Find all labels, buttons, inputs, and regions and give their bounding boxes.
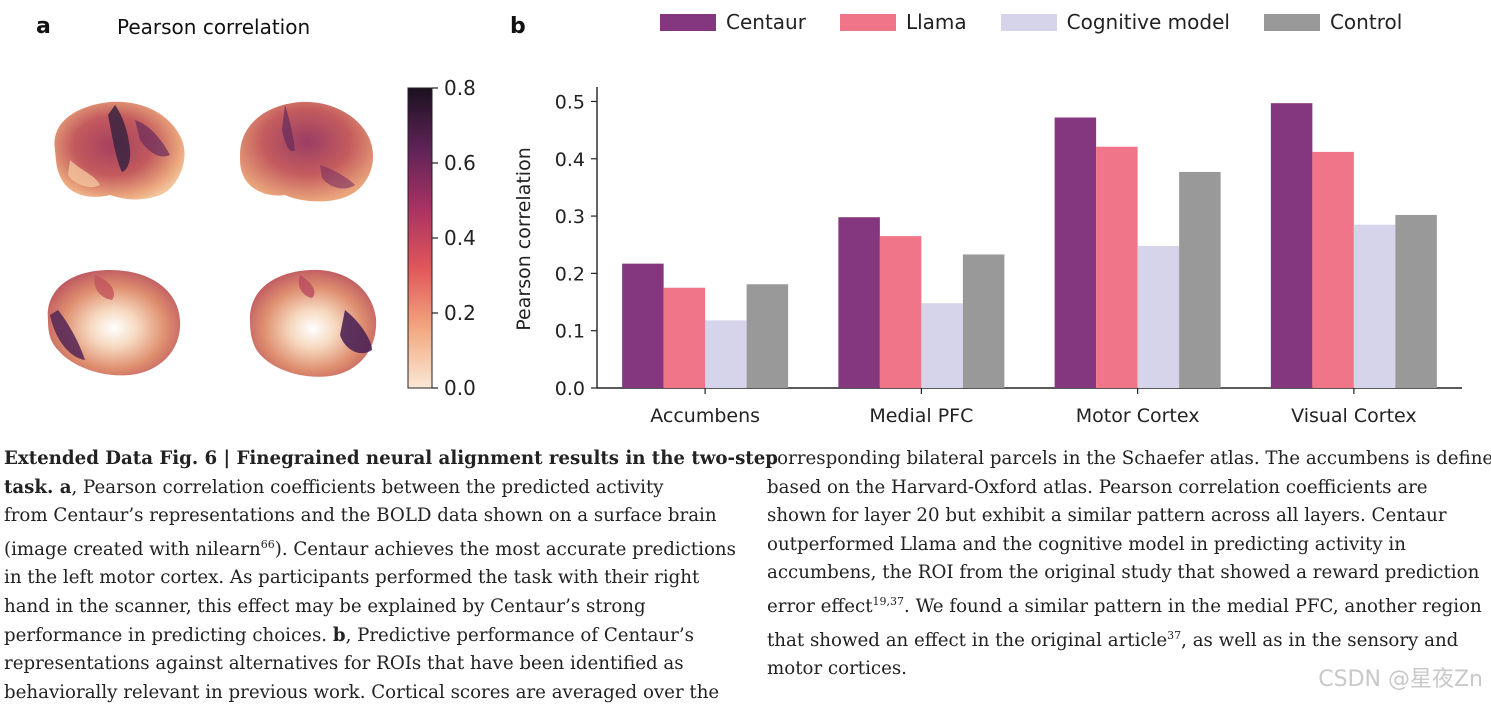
- y-tick-label: 0.2: [555, 263, 585, 285]
- caption-left-line: performance in predicting choices. b, Pr…: [4, 624, 694, 646]
- bar: [663, 287, 706, 388]
- bar: [962, 254, 1005, 388]
- caption-right-line: that showed an effect in the original ar…: [767, 628, 1459, 651]
- caption-left-line: in the left motor cortex. As participant…: [4, 567, 700, 589]
- caption-right-line: error effect19,37. We found a similar pa…: [767, 594, 1482, 618]
- bar: [746, 284, 789, 388]
- colorbar-tick-label: 0.8: [444, 76, 476, 100]
- caption-left-line: (image created with nilearn66). Centaur …: [4, 537, 736, 560]
- x-tick-label: Visual Cortex: [1291, 405, 1417, 427]
- bar: [1096, 146, 1138, 388]
- chart-legend: Centaur Llama Cognitive model Control: [660, 10, 1436, 34]
- panel-a-label: a: [36, 14, 51, 39]
- bar: [879, 236, 922, 388]
- citation-superscript: 37: [1167, 628, 1182, 642]
- bar-chart: 0.0 0.1 0.2 0.3 0.4 0.5 Pearson correlation Acc…: [513, 87, 1462, 427]
- y-tick-label: 0.3: [555, 206, 585, 228]
- brain-surface-maps: 0.0 0.2 0.4 0.6 0.8: [47, 76, 476, 400]
- caption-left-line: behaviorally relevant in previous work. …: [4, 681, 720, 703]
- caption-right-line: outperformed Llama and the cognitive mod…: [767, 533, 1406, 555]
- bar: [1395, 214, 1437, 388]
- caption-right-line: motor cortices.: [767, 658, 907, 680]
- bar: [1312, 151, 1354, 388]
- colorbar-ticks: 0.0 0.2 0.4 0.6 0.8: [432, 76, 476, 400]
- brain-medial-left: [47, 270, 181, 376]
- y-tick-label: 0.1: [555, 321, 585, 343]
- caption-heading: Extended Data Fig. 6 | Finegrained neura…: [4, 448, 778, 469]
- caption-left-line: hand in the scanner, this effect may be …: [4, 596, 646, 618]
- brain-lateral-left: [54, 101, 185, 200]
- panel-b-label: b: [510, 14, 526, 39]
- colorbar-tick-label: 0.6: [444, 151, 476, 175]
- caption-right-line: based on the Harvard-Oxford atlas. Pears…: [767, 476, 1428, 498]
- x-tick-label: Motor Cortex: [1076, 405, 1200, 427]
- bar: [921, 303, 963, 388]
- bar: [1137, 245, 1180, 388]
- x-tick-label: Accumbens: [650, 405, 760, 427]
- bar: [622, 263, 664, 388]
- y-axis-label: Pearson correlation: [513, 147, 535, 330]
- bar: [705, 320, 747, 388]
- bar: [1270, 103, 1313, 388]
- citation-superscript: 66: [260, 537, 275, 551]
- caption-right-line: corresponding bilateral parcels in the S…: [767, 448, 1491, 469]
- panel-a-title: Pearson correlation: [117, 15, 311, 39]
- legend-swatch-centaur: [660, 13, 716, 31]
- watermark: CSDN @星夜Zn: [1318, 667, 1483, 692]
- caption-left-line: from Centaur’s representations and the B…: [4, 505, 717, 527]
- caption-right-column: corresponding bilateral parcels in the S…: [767, 445, 1491, 684]
- brain-medial-right: [249, 269, 377, 377]
- caption-right-line: shown for layer 20 but exhibit a similar…: [767, 505, 1447, 527]
- brain-lateral-right: [240, 101, 374, 202]
- caption-left-line: task. a, Pearson correlation coefficient…: [4, 476, 664, 498]
- legend-item-centaur: Centaur: [660, 10, 806, 34]
- legend-label-centaur: Centaur: [726, 10, 806, 34]
- x-tick-label: Medial PFC: [869, 405, 973, 427]
- bar: [1353, 224, 1396, 388]
- caption-left-column: Extended Data Fig. 6 | Finegrained neura…: [4, 445, 778, 707]
- caption-right-line: accumbens, the ROI from the original stu…: [767, 562, 1480, 584]
- legend-label-control: Control: [1329, 10, 1403, 34]
- bar: [1054, 117, 1097, 388]
- legend-swatch-llama: [839, 13, 896, 31]
- citation-superscript: 19,37: [872, 594, 905, 608]
- legend-swatch-control: [1263, 13, 1320, 31]
- legend-label-cognitive-model: Cognitive model: [1066, 10, 1230, 34]
- colorbar-tick-label: 0.0: [444, 376, 476, 400]
- bar: [838, 217, 880, 388]
- legend-item-llama: Llama: [839, 10, 967, 34]
- bar: [1179, 171, 1221, 388]
- colorbar-tick-label: 0.4: [444, 226, 476, 250]
- caption-bold-run: b: [332, 624, 346, 646]
- caption-left-line: representations against alternatives for…: [4, 653, 684, 675]
- legend-swatch-cognitive-model: [1000, 13, 1057, 31]
- legend-item-control: Control: [1263, 10, 1403, 34]
- legend-item-cognitive-model: Cognitive model: [1000, 10, 1230, 34]
- caption-bold-run: task. a: [4, 476, 72, 498]
- colorbar-tick-label: 0.2: [444, 301, 476, 325]
- colorbar: [407, 87, 433, 389]
- y-tick-label: 0.4: [555, 149, 585, 171]
- y-tick-label: 0.5: [555, 91, 585, 113]
- y-tick-label: 0.0: [555, 378, 585, 400]
- legend-label-llama: Llama: [905, 10, 967, 34]
